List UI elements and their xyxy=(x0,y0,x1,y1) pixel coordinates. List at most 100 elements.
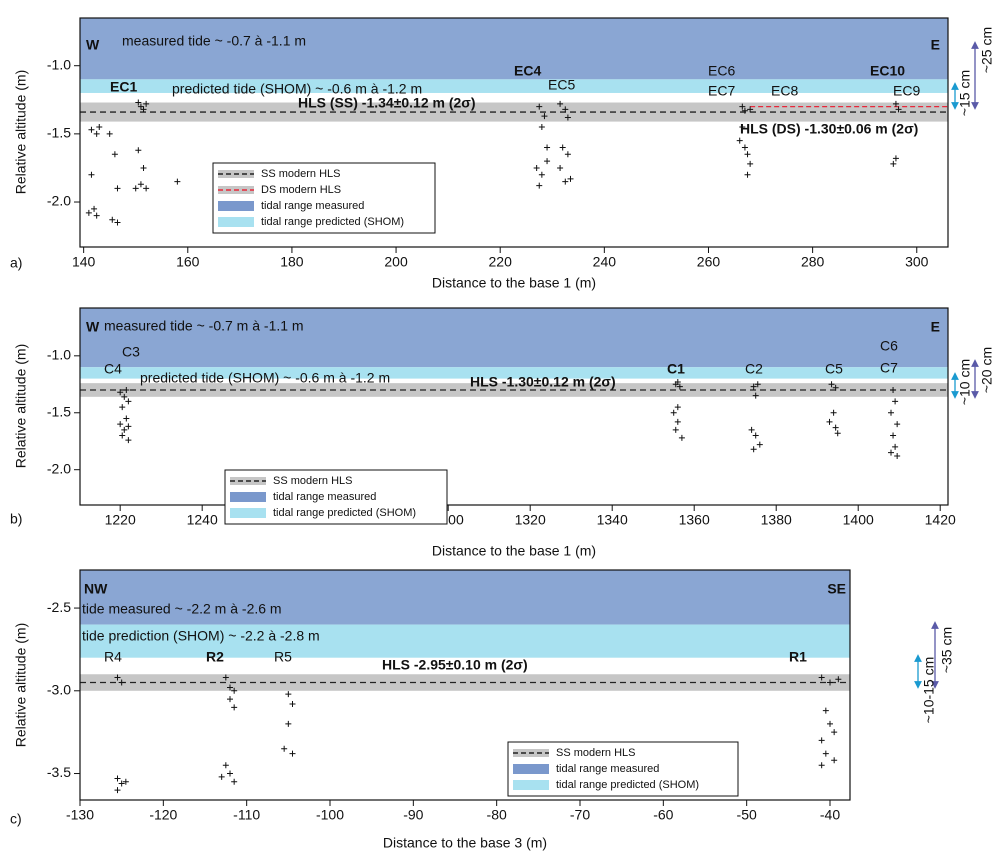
annotation: measured tide ~ -0.7 m à -1.1 m xyxy=(104,318,304,334)
point xyxy=(562,178,569,185)
range-note: ~35 cm xyxy=(939,627,955,673)
range-note: ~25 cm xyxy=(979,27,993,73)
annotation: W xyxy=(86,37,100,53)
x-tick-label: 160 xyxy=(176,254,200,270)
point xyxy=(123,386,130,393)
annotation: C6 xyxy=(880,338,898,354)
point xyxy=(831,757,838,764)
annotation: C1 xyxy=(667,361,685,377)
point xyxy=(222,674,229,681)
point xyxy=(888,449,895,456)
x-tick-label: 1240 xyxy=(187,512,218,528)
point xyxy=(118,780,125,787)
point xyxy=(91,205,98,212)
annotation: R2 xyxy=(206,649,224,665)
point xyxy=(890,160,897,167)
tide-band xyxy=(80,18,948,80)
x-tick-label: -70 xyxy=(570,807,590,823)
tide-band xyxy=(80,308,948,368)
point xyxy=(88,126,95,133)
annotation: C5 xyxy=(825,361,843,377)
point xyxy=(119,404,126,411)
annotation: W xyxy=(86,319,100,335)
y-tick-label: -3.5 xyxy=(47,764,71,780)
range-note: ~20 cm xyxy=(979,347,993,393)
point xyxy=(137,103,144,110)
annotation: predicted tide (SHOM) ~ -0.6 m à -1.2 m xyxy=(172,81,422,97)
annotation: EC4 xyxy=(514,63,541,79)
point xyxy=(93,130,100,137)
legend-label: tidal range measured xyxy=(273,491,376,503)
y-tick-label: -2.5 xyxy=(47,599,71,615)
legend-label: SS modern HLS xyxy=(556,747,635,759)
x-tick-label: -90 xyxy=(403,807,423,823)
legend-swatch xyxy=(218,201,254,211)
annotation: SE xyxy=(827,581,846,597)
point xyxy=(231,778,238,785)
y-axis-title: Relative altitude (m) xyxy=(13,70,29,195)
legend-label: SS modern HLS xyxy=(261,168,340,180)
point xyxy=(557,100,564,107)
x-tick-label: 1360 xyxy=(679,512,710,528)
range-note: ~10 cm xyxy=(957,359,973,405)
plot-frame xyxy=(79,17,949,248)
y-tick-label: -3.0 xyxy=(47,681,71,697)
panel-label: a) xyxy=(10,255,22,271)
x-tick-label: -110 xyxy=(233,807,260,823)
annotation: E xyxy=(931,319,940,335)
x-tick-label: 180 xyxy=(280,254,304,270)
point xyxy=(125,437,132,444)
point xyxy=(289,750,296,757)
x-tick-label: 300 xyxy=(905,254,929,270)
point xyxy=(117,389,124,396)
point xyxy=(174,178,181,185)
y-tick-label: -2.0 xyxy=(47,460,71,476)
point xyxy=(834,430,841,437)
annotation: tide prediction (SHOM) ~ -2.2 à -2.8 m xyxy=(82,628,320,644)
tide-band xyxy=(80,624,850,658)
point xyxy=(538,124,545,131)
point xyxy=(562,106,569,113)
point xyxy=(747,106,754,113)
point xyxy=(96,124,103,131)
x-axis-title: Distance to the base 1 (m) xyxy=(432,543,596,559)
point xyxy=(750,383,757,390)
point xyxy=(137,181,144,188)
point xyxy=(123,415,130,422)
point xyxy=(122,778,129,785)
x-axis-title: Distance to the base 3 (m) xyxy=(383,835,547,851)
point xyxy=(218,773,225,780)
point xyxy=(285,691,292,698)
x-tick-label: -80 xyxy=(487,807,507,823)
y-tick-label: -2.0 xyxy=(47,193,71,209)
point xyxy=(676,383,683,390)
point xyxy=(832,424,839,431)
point xyxy=(739,124,746,131)
annotation: NW xyxy=(84,581,108,597)
x-tick-label: 280 xyxy=(801,254,825,270)
annotation: tide measured ~ -2.2 m à -2.6 m xyxy=(82,601,282,617)
x-axis-title: Distance to the base 1 (m) xyxy=(432,275,596,291)
point xyxy=(892,443,899,450)
annotation: C4 xyxy=(104,361,122,377)
point xyxy=(741,144,748,151)
x-tick-label: -130 xyxy=(66,807,94,823)
point xyxy=(830,409,837,416)
point xyxy=(894,421,901,428)
point xyxy=(818,737,825,744)
annotation: EC10 xyxy=(870,63,905,79)
point xyxy=(892,398,899,405)
x-tick-label: 1380 xyxy=(761,512,792,528)
point xyxy=(818,674,825,681)
point xyxy=(567,175,574,182)
point xyxy=(114,787,121,794)
annotation: EC5 xyxy=(548,77,575,93)
legend-swatch xyxy=(513,780,549,790)
x-tick-label: 1420 xyxy=(925,512,956,528)
legend-label: tidal range measured xyxy=(556,763,659,775)
point xyxy=(227,684,233,691)
point xyxy=(544,144,551,151)
point xyxy=(744,171,751,178)
point xyxy=(892,100,899,107)
annotation: EC6 xyxy=(708,63,735,79)
